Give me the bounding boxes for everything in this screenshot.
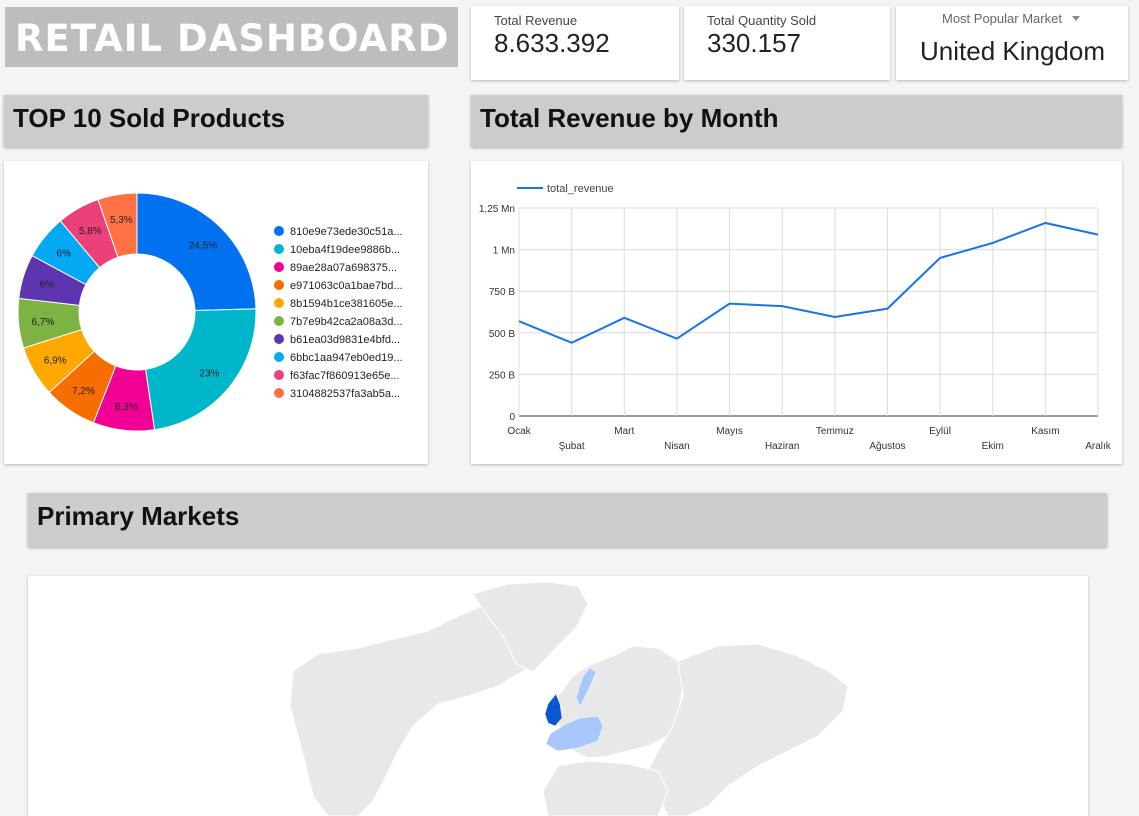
- legend-item-4[interactable]: e971063c0a1bae7bd...: [274, 280, 403, 292]
- world-map[interactable]: [28, 576, 1088, 816]
- legend-label: 6bbc1aa947eb0ed19...: [290, 352, 403, 364]
- donut-slice-label-10: 5,3%: [110, 215, 133, 226]
- legend-color-swatch: [274, 298, 284, 308]
- x-tick-label: Mayıs: [716, 426, 743, 437]
- legend-item-1[interactable]: 810e9e73ede30c51a...: [274, 226, 403, 238]
- section-title-primary-markets: Primary Markets: [37, 501, 240, 531]
- kpi-total-quantity-label: Total Quantity Sold: [707, 13, 817, 28]
- top-products-donut-chart[interactable]: 24,5% 23% 8,3% 7,2% 6,9% 6,7% 6% 6% 5,8% 5,3%: [4, 161, 264, 464]
- donut-slice-10[interactable]: [97, 192, 138, 258]
- kpi-total-quantity[interactable]: Total Quantity Sold 330.157: [684, 6, 890, 80]
- legend-item-7[interactable]: b61ea03d9831e4bfd...: [274, 334, 400, 346]
- x-tick-label: Ekim: [982, 441, 1004, 452]
- legend-label: 10eba4f19dee9886b...: [290, 244, 401, 256]
- y-tick-label: 1 Mn: [493, 246, 515, 257]
- legend-item-2[interactable]: 10eba4f19dee9886b...: [274, 244, 400, 256]
- legend-label: 89ae28a07a698375...: [290, 262, 398, 274]
- map-region-asia: [647, 643, 849, 816]
- legend-label: e971063c0a1bae7bd...: [290, 280, 403, 292]
- map-highlight-scandinavia: [575, 667, 597, 707]
- donut-slice-label-3: 8,3%: [115, 402, 138, 413]
- legend-item-10[interactable]: 3104882537fa3ab5a...: [274, 388, 400, 400]
- kpi-market-label: Most Popular Market: [942, 11, 1062, 26]
- kpi-total-revenue[interactable]: Total Revenue 8.633.392: [471, 6, 679, 80]
- section-title-revenue-by-month: Total Revenue by Month: [480, 103, 779, 133]
- legend-color-swatch: [274, 352, 284, 362]
- x-tick-label: Ocak: [507, 426, 531, 437]
- y-tick-label: 250 B: [489, 370, 515, 381]
- top-products-chart-card: 24,5% 23% 8,3% 7,2% 6,9% 6,7% 6% 6% 5,8% 5,3% 810…: [4, 161, 428, 464]
- map-region-greenland: [472, 581, 589, 673]
- donut-slice-label-9: 5,8%: [79, 226, 102, 237]
- x-tick-label: Kasım: [1031, 426, 1059, 437]
- section-title-top-products: TOP 10 Sold Products: [13, 103, 286, 133]
- donut-slice-label-4: 7,2%: [72, 386, 95, 397]
- map-highlight-united-kingdom: [544, 693, 563, 727]
- primary-markets-map-card: [28, 576, 1088, 816]
- legend-label: f63fac7f860913e65e...: [290, 370, 400, 382]
- kpi-most-popular-market[interactable]: Most Popular Market United Kingdom: [896, 6, 1128, 80]
- donut-slice-label-1: 24,5%: [189, 240, 217, 251]
- x-tick-label: Mart: [614, 426, 634, 437]
- kpi-total-revenue-label: Total Revenue: [494, 13, 578, 28]
- revenue-line-chart-card: total_revenue 0 250 B 500 B 750 B 1 Mn 1,25 Mn…: [471, 161, 1122, 464]
- dashboard-title-banner: RETAIL DASHBOARD: [5, 7, 458, 67]
- legend-label: 7b7e9b42ca2a08a3d...: [290, 316, 403, 328]
- legend-item-9[interactable]: f63fac7f860913e65e...: [274, 370, 399, 382]
- legend-item-6[interactable]: 7b7e9b42ca2a08a3d...: [274, 316, 403, 328]
- section-header-top-products: TOP 10 Sold Products: [4, 95, 428, 147]
- dropdown-arrow-icon[interactable]: [1071, 16, 1080, 21]
- section-header-revenue-by-month: Total Revenue by Month: [471, 95, 1122, 147]
- donut-slice-label-5: 6,9%: [44, 355, 67, 366]
- x-tick-label: Temmuz: [816, 426, 854, 437]
- donut-slice-label-2: 23%: [199, 369, 219, 380]
- revenue-line-chart[interactable]: total_revenue 0 250 B 500 B 750 B 1 Mn 1,25 Mn…: [471, 161, 1122, 464]
- map-region-africa: [542, 760, 669, 816]
- legend-color-swatch: [274, 280, 284, 290]
- kpi-market-value: United Kingdom: [920, 36, 1105, 66]
- legend-label: b61ea03d9831e4bfd...: [290, 334, 401, 346]
- line-legend-label[interactable]: total_revenue: [547, 183, 614, 195]
- x-tick-label: Eylül: [929, 426, 951, 437]
- donut-slice-label-7: 6%: [40, 280, 55, 291]
- legend-color-swatch: [274, 388, 284, 398]
- donut-slice-2[interactable]: [144, 308, 257, 431]
- section-header-primary-markets: Primary Markets: [28, 493, 1107, 547]
- x-tick-label: Nisan: [664, 441, 690, 452]
- kpi-total-quantity-value: 330.157: [707, 28, 801, 58]
- x-tick-label: Aralık: [1085, 441, 1112, 452]
- donut-slice-label-8: 6%: [56, 248, 71, 259]
- x-tick-label: Ağustos: [869, 441, 905, 452]
- y-tick-label: 750 B: [489, 287, 515, 298]
- map-highlight-western-europe: [545, 715, 604, 752]
- legend-color-swatch: [274, 316, 284, 326]
- legend-label: 810e9e73ede30c51a...: [290, 226, 403, 238]
- legend-color-swatch: [274, 226, 284, 236]
- legend-color-swatch: [274, 334, 284, 344]
- legend-label: 3104882537fa3ab5a...: [290, 388, 401, 400]
- dashboard-title: RETAIL DASHBOARD: [15, 17, 450, 60]
- legend-item-5[interactable]: 8b1594b1ce381605e...: [274, 298, 403, 310]
- x-tick-label: Haziran: [765, 441, 799, 452]
- legend-color-swatch: [274, 262, 284, 272]
- legend-label: 8b1594b1ce381605e...: [290, 298, 403, 310]
- legend-item-3[interactable]: 89ae28a07a698375...: [274, 262, 397, 274]
- y-tick-label: 0: [509, 412, 515, 423]
- donut-slice-label-6: 6,7%: [32, 317, 55, 328]
- series-line-total-revenue[interactable]: [518, 221, 1099, 344]
- x-tick-label: Şubat: [559, 441, 585, 452]
- y-tick-label: 1,25 Mn: [479, 204, 515, 215]
- legend-color-swatch: [274, 244, 284, 254]
- donut-slice-1[interactable]: [136, 192, 257, 311]
- legend-item-8[interactable]: 6bbc1aa947eb0ed19...: [274, 352, 403, 364]
- legend-color-swatch: [274, 370, 284, 380]
- map-region-north-america: [289, 589, 577, 816]
- y-tick-label: 500 B: [489, 329, 515, 340]
- kpi-total-revenue-value: 8.633.392: [494, 28, 610, 58]
